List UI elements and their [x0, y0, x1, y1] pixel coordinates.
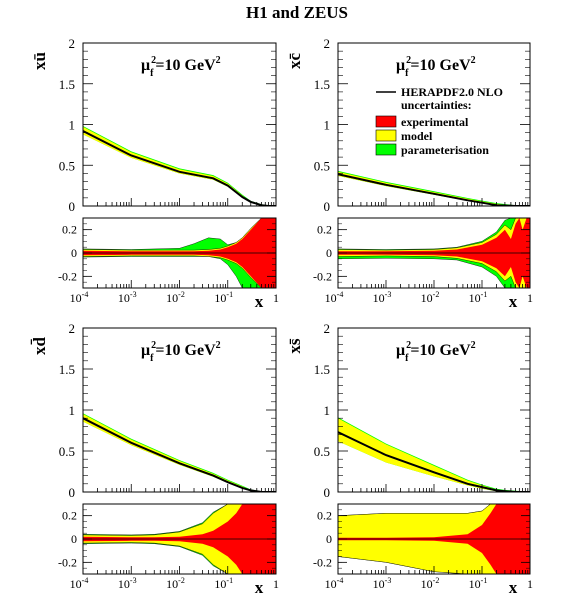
- y-tick-label: 0.5: [59, 158, 75, 173]
- y-tick-label: 2: [324, 321, 331, 336]
- y-tick-label: 1.5: [314, 362, 330, 377]
- main-plot-xs: [338, 417, 530, 492]
- ratio-plot-xs: [338, 504, 530, 574]
- y-tick-label: 0: [324, 485, 331, 500]
- legend-swatch-experimental: [375, 115, 397, 128]
- x-tick-label: 10-2: [166, 576, 185, 591]
- x-axis-label: x: [509, 292, 518, 311]
- ratio-y-tick-label: 0: [326, 246, 332, 260]
- ratio-y-tick-label: 0.2: [317, 509, 332, 523]
- y-tick-label: 0: [69, 485, 76, 500]
- y-axis-label: xs̄: [285, 338, 304, 354]
- ratio-y-tick-label: -0.2: [58, 269, 77, 283]
- x-tick-label: 10-3: [118, 576, 137, 591]
- model-band: [338, 418, 530, 492]
- ratio-plot-xd: [83, 504, 276, 574]
- y-tick-label: 0: [324, 199, 331, 214]
- y-tick-label: 1.5: [59, 77, 75, 92]
- x-tick-label: 10-4: [325, 290, 344, 305]
- ratio-y-tick-label: -0.2: [313, 555, 332, 569]
- y-tick-label: 1: [324, 403, 331, 418]
- ratio-y-tick-label: 0.2: [62, 509, 77, 523]
- x-tick-label: 1: [527, 291, 533, 305]
- main-plot-xd: [83, 413, 276, 492]
- x-tick-label: 10-3: [373, 290, 392, 305]
- y-tick-label: 0.5: [314, 158, 330, 173]
- x-tick-label: 10-3: [373, 576, 392, 591]
- x-axis-label: x: [255, 578, 264, 597]
- figure-title: H1 and ZEUS: [246, 3, 348, 22]
- y-tick-label: 0.5: [314, 444, 330, 459]
- ratio-plot-xc: [338, 218, 530, 288]
- x-tick-label: 10-1: [214, 290, 233, 305]
- x-tick-label: 10-1: [469, 290, 488, 305]
- y-axis-label: xc̄: [285, 53, 304, 70]
- legend-label-model: model: [401, 129, 433, 143]
- y-tick-label: 0: [69, 199, 76, 214]
- parameterisation-band: [83, 126, 276, 206]
- main-plot-xu: [83, 126, 276, 206]
- x-tick-label: 10-4: [70, 576, 89, 591]
- x-axis-label: x: [509, 578, 518, 597]
- y-tick-label: 1: [69, 403, 76, 418]
- central-curve: [338, 431, 530, 492]
- ratio-y-tick-label: 0.2: [317, 223, 332, 237]
- y-tick-label: 1.5: [314, 77, 330, 92]
- x-axis-label: x: [255, 292, 264, 311]
- ratio-y-tick-label: 0: [326, 532, 332, 546]
- legend-label-parameterisation: parameterisation: [401, 143, 489, 157]
- y-tick-label: 1: [324, 118, 331, 133]
- x-tick-label: 10-1: [214, 576, 233, 591]
- ratio-y-tick-label: -0.2: [313, 269, 332, 283]
- scale-label: μ2 f =10 GeV2: [396, 340, 476, 364]
- x-tick-label: 10-4: [325, 576, 344, 591]
- scale-label: μ2 f =10 GeV2: [141, 340, 221, 364]
- x-tick-label: 1: [527, 577, 533, 591]
- y-tick-label: 1.5: [59, 362, 75, 377]
- y-tick-label: 2: [69, 321, 76, 336]
- panel-xu: 0 0.5 1 1.5 2 xū μ2 f =10 GeV2 -0.2 0 0.2 10-4 10-3 10…: [30, 36, 279, 311]
- legend-label-experimental: experimental: [401, 115, 469, 129]
- x-tick-label: 1: [273, 577, 279, 591]
- legend-swatch-parameterisation: [375, 143, 397, 156]
- legend-heading: uncertainties:: [401, 98, 472, 112]
- scale-label: μ2 f =10 GeV2: [141, 55, 221, 79]
- x-tick-label: 10-1: [469, 576, 488, 591]
- parameterisation-band: [83, 413, 276, 492]
- ratio-y-tick-label: 0: [71, 246, 77, 260]
- central-curve: [83, 417, 276, 492]
- x-tick-label: 10-2: [421, 290, 440, 305]
- scale-label: μ2 f =10 GeV2: [396, 55, 476, 79]
- ratio-y-tick-label: 0.2: [62, 223, 77, 237]
- panel-xs: 0 0.5 1 1.5 2 xs̄ μ2 f =10 GeV2 -0.2 0 0.2 10-4 10-3 1…: [285, 321, 533, 597]
- ratio-y-tick-label: -0.2: [58, 555, 77, 569]
- x-tick-label: 1: [273, 291, 279, 305]
- legend-swatch-model: [375, 129, 397, 142]
- y-tick-label: 2: [69, 36, 76, 51]
- ratio-plot-xu: [83, 218, 276, 288]
- y-tick-label: 2: [324, 36, 331, 51]
- x-tick-label: 10-2: [166, 290, 185, 305]
- model-band: [83, 126, 276, 206]
- parameterisation-band: [338, 417, 530, 492]
- y-tick-label: 1: [69, 118, 76, 133]
- x-tick-label: 10-2: [421, 576, 440, 591]
- y-axis-label: xd̄: [30, 336, 49, 355]
- model-band: [83, 414, 276, 492]
- ratio-y-tick-label: 0: [71, 532, 77, 546]
- x-tick-label: 10-4: [70, 290, 89, 305]
- x-tick-label: 10-3: [118, 290, 137, 305]
- panel-xd: 0 0.5 1 1.5 2 xd̄ μ2 f =10 GeV2 -0.2 0 0.2 10-4 10-3 1…: [30, 321, 279, 597]
- panel-xc: 0 0.5 1 1.5 2 xc̄ μ2 f =10 GeV2 -0.2 0 0.2 10-4 10-3 1…: [285, 36, 533, 311]
- y-axis-label: xū: [30, 52, 49, 70]
- y-tick-label: 0.5: [59, 444, 75, 459]
- legend-central-label: HERAPDF2.0 NLO: [401, 85, 503, 99]
